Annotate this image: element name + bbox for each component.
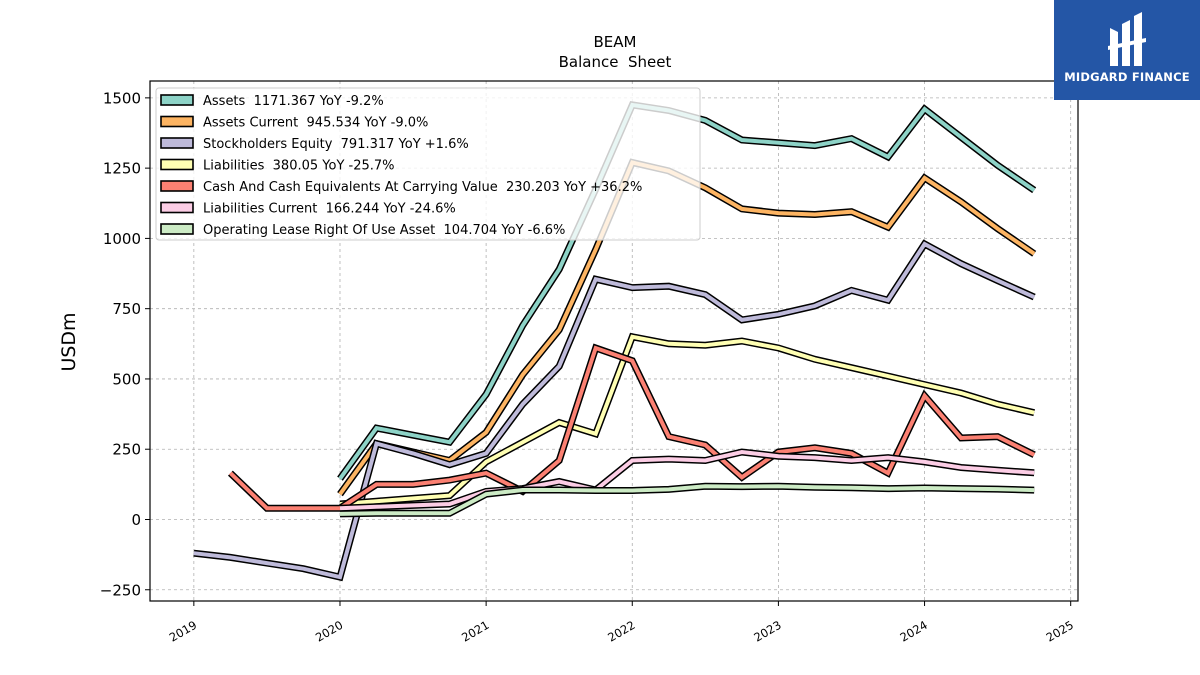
chart-title: BEAM — [594, 33, 637, 51]
x-tick-label: 2020 — [313, 618, 345, 645]
series-line — [229, 345, 1036, 511]
legend-label: Assets Current 945.534 YoY -9.0% — [203, 116, 428, 131]
legend-label: Operating Lease Right Of Use Asset 104.7… — [203, 223, 565, 238]
x-tick-label: 2025 — [1044, 618, 1076, 645]
y-tick-label: 750 — [112, 300, 141, 318]
series-line-outline — [339, 482, 1035, 518]
legend-swatch — [160, 223, 194, 235]
legend-box — [155, 87, 701, 241]
x-tick-label: 2024 — [898, 618, 930, 645]
series-line-outline — [193, 239, 1036, 582]
y-axis-label: USDm — [58, 312, 80, 371]
x-tick-label: 2019 — [167, 618, 199, 645]
plot-frame — [149, 80, 1079, 602]
midgard-logo-icon — [1108, 12, 1146, 66]
x-tick-label: 2023 — [751, 618, 783, 645]
x-tick-label: 2022 — [605, 618, 637, 645]
legend-swatch — [160, 201, 194, 214]
legend-label: Liabilities 380.05 YoY -25.7% — [203, 159, 395, 174]
legend-swatch — [160, 158, 194, 171]
y-tick-label: 0 — [131, 511, 141, 529]
x-tick-label: 2021 — [459, 618, 491, 645]
legend-swatch — [160, 180, 194, 192]
series-line — [339, 334, 1035, 506]
legend-label: Assets 1171.367 YoY -9.2% — [203, 94, 384, 109]
logo-text: MIDGARD FINANCE — [1064, 70, 1190, 84]
legend-swatch — [160, 137, 194, 149]
series-line — [339, 449, 1035, 511]
series-line — [339, 484, 1035, 516]
chart-subtitle: Balance Sheet — [559, 53, 672, 71]
legend: Assets 1171.367 YoY -9.2% Assets Current … — [155, 87, 701, 241]
legend-label: Cash And Cash Equivalents At Carrying Va… — [203, 180, 642, 195]
y-tick-label: 250 — [112, 441, 141, 459]
series-line — [193, 241, 1036, 580]
legend-label: Stockholders Equity 791.317 YoY +1.6% — [203, 137, 469, 152]
legend-swatch — [160, 115, 194, 128]
legend-label: Liabilities Current 166.244 YoY -24.6% — [203, 202, 456, 217]
y-tick-label: 1500 — [103, 89, 141, 107]
legend-swatch — [160, 94, 194, 106]
y-tick-label: 1250 — [103, 160, 141, 178]
midgard-finance-logo: MIDGARD FINANCE — [1054, 0, 1200, 100]
y-tick-label: −250 — [100, 581, 141, 599]
y-tick-label: 1000 — [103, 230, 141, 248]
y-tick-label: 500 — [112, 370, 141, 388]
